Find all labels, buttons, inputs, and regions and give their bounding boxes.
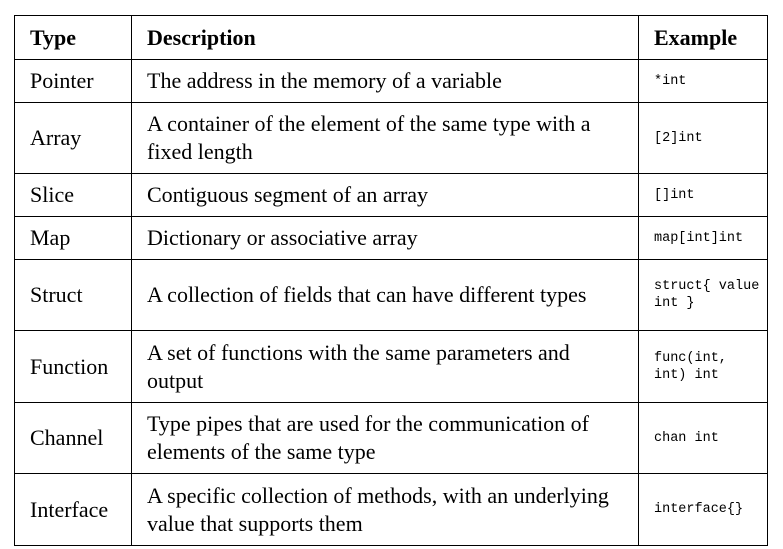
example-cell: [2]int: [638, 102, 768, 174]
type-cell: Interface: [14, 473, 132, 546]
description-cell: A set of functions with the same paramet…: [131, 330, 639, 403]
example-cell: *int: [638, 59, 768, 103]
table-row: Interface A specific collection of metho…: [14, 473, 768, 546]
description-cell: Contiguous segment of an array: [131, 173, 639, 217]
type-cell: Array: [14, 102, 132, 174]
table-row: Pointer The address in the memory of a v…: [14, 59, 768, 103]
description-cell: A specific collection of methods, with a…: [131, 473, 639, 546]
type-cell: Function: [14, 330, 132, 403]
header-example: Example: [638, 15, 768, 60]
type-cell: Channel: [14, 402, 132, 474]
header-description: Description: [131, 15, 639, 60]
type-cell: Struct: [14, 259, 132, 331]
table-row: Struct A collection of fields that can h…: [14, 259, 768, 331]
example-cell: struct{ value int }: [638, 259, 768, 331]
description-cell: Type pipes that are used for the communi…: [131, 402, 639, 474]
example-cell: interface{}: [638, 473, 768, 546]
type-cell: Map: [14, 216, 132, 260]
table-row: Map Dictionary or associative array map[…: [14, 216, 768, 260]
example-cell: []int: [638, 173, 768, 217]
example-cell: map[int]int: [638, 216, 768, 260]
description-cell: Dictionary or associative array: [131, 216, 639, 260]
example-cell: func(int, int) int: [638, 330, 768, 403]
header-row: Type Description Example: [14, 15, 768, 60]
description-cell: The address in the memory of a variable: [131, 59, 639, 103]
header-type: Type: [14, 15, 132, 60]
table-row: Array A container of the element of the …: [14, 102, 768, 174]
example-cell: chan int: [638, 402, 768, 474]
types-table: Type Description Example Pointer The add…: [14, 15, 768, 546]
table-row: Channel Type pipes that are used for the…: [14, 402, 768, 474]
description-cell: A container of the element of the same t…: [131, 102, 639, 174]
type-cell: Slice: [14, 173, 132, 217]
table-row: Function A set of functions with the sam…: [14, 330, 768, 403]
type-cell: Pointer: [14, 59, 132, 103]
table-row: Slice Contiguous segment of an array []i…: [14, 173, 768, 217]
description-cell: A collection of fields that can have dif…: [131, 259, 639, 331]
